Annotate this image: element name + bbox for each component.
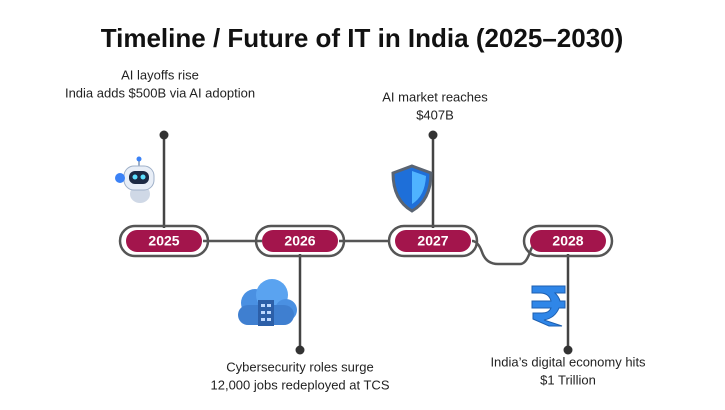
milestone-text: AI layoffs rise [121,67,199,82]
year-label: 2027 [417,233,448,249]
pill-outline [118,224,210,258]
timeline-line [203,239,541,266]
pill-outline [387,224,479,258]
milestone-text: India’s digital economy hits [490,354,646,369]
rupee-icon [531,285,566,327]
milestones: 2025 AI layoffs rise India adds $500B via … [65,67,646,392]
milestone-text: $407B [416,107,454,122]
year-label: 2026 [284,233,315,249]
year-pill [530,230,606,252]
milestone-text: Cybersecurity roles surge [226,359,373,374]
milestone-text: 12,000 jobs redeployed at TCS [211,377,390,392]
cloud-icon [238,279,297,326]
robot-icon [115,156,155,203]
title: Timeline / Future of IT in India (2025–2… [101,23,624,53]
milestone-text: $1 Trillion [540,372,596,387]
pill-outline [522,224,614,258]
year-pill [262,230,338,252]
pill-outline [254,224,346,258]
milestone-text: AI market reaches [382,89,488,104]
year-label: 2028 [552,233,583,249]
shield-icon [391,164,433,213]
year-pill [395,230,471,252]
year-pill [126,230,202,252]
stems [159,130,573,355]
milestone-text: India adds $500B via AI adoption [65,85,255,100]
year-label: 2025 [148,233,179,249]
